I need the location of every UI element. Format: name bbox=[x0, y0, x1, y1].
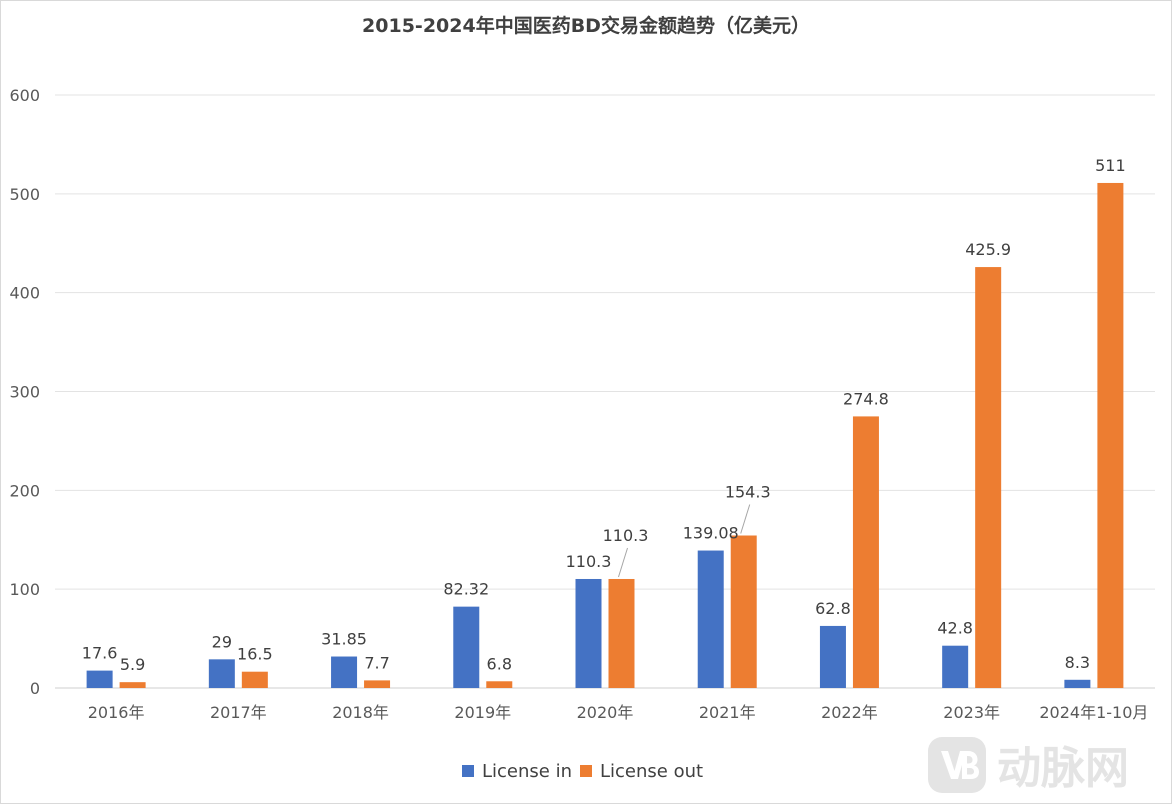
bar-license-out bbox=[852, 416, 879, 688]
x-axis-ticks: 2016年 2017年 2018年 2019年 2020年 2021年 2022年 2023年… bbox=[88, 703, 1149, 722]
data-label: 110.3 bbox=[603, 526, 649, 545]
watermark-text: 动脉网 bbox=[997, 743, 1129, 794]
bar-license-out bbox=[1097, 182, 1124, 688]
bar-license-in bbox=[819, 625, 846, 688]
bar-license-in bbox=[331, 656, 358, 688]
bar-license-out bbox=[608, 578, 635, 688]
legend: License in License out bbox=[462, 761, 703, 782]
x-tick-label: 2018年 bbox=[332, 703, 389, 722]
data-labels: 17.65.9 29 16.5 31.85 7.7 82.32 6.8 110.3 110.3 1… bbox=[82, 156, 1126, 674]
data-label: 110.3 bbox=[566, 552, 612, 571]
label-leader-line bbox=[618, 547, 628, 578]
chart-title: 2015-2024年中国医药BD交易金额趋势（亿美元） bbox=[362, 14, 810, 37]
bar-license-out bbox=[486, 681, 513, 688]
y-tick-label: 300 bbox=[9, 383, 40, 402]
legend-swatch bbox=[462, 765, 474, 777]
data-label: 8.3 bbox=[1065, 653, 1090, 672]
y-tick-label: 500 bbox=[9, 185, 40, 204]
data-label: 62.8 bbox=[815, 599, 851, 618]
bar-license-out bbox=[241, 671, 268, 688]
data-label: 42.8 bbox=[937, 619, 973, 638]
data-label: 154.3 bbox=[725, 483, 771, 502]
bar-license-in bbox=[208, 659, 235, 688]
bar-license-in bbox=[575, 578, 602, 688]
bar-license-in bbox=[1064, 679, 1091, 688]
data-label: 29 bbox=[212, 632, 232, 651]
x-tick-label: 2017年 bbox=[210, 703, 267, 722]
x-tick-label: 2024年1-10月 bbox=[1039, 703, 1148, 722]
bar-license-out bbox=[730, 535, 757, 688]
gridlines bbox=[55, 94, 1155, 689]
legend-label: License out bbox=[600, 761, 703, 782]
data-label: 425.9 bbox=[965, 240, 1011, 259]
data-label: 511 bbox=[1095, 156, 1126, 175]
bar-license-out bbox=[119, 682, 146, 688]
bar-license-out bbox=[975, 267, 1002, 688]
y-axis-ticks: 0 100 200 300 400 500 600 bbox=[9, 86, 40, 698]
data-label: 139.08 bbox=[683, 524, 739, 543]
bar-license-in bbox=[453, 606, 480, 688]
bar-license-in bbox=[942, 645, 969, 688]
data-label: 31.85 bbox=[321, 630, 367, 649]
data-label: 82.32 bbox=[443, 580, 489, 599]
label-leader-line bbox=[740, 504, 751, 534]
legend-swatch bbox=[580, 765, 592, 777]
y-tick-label: 400 bbox=[9, 284, 40, 303]
x-tick-label: 2020年 bbox=[577, 703, 634, 722]
x-tick-label: 2016年 bbox=[88, 703, 145, 722]
x-tick-label: 2022年 bbox=[821, 703, 878, 722]
data-label: 16.5 bbox=[237, 645, 273, 664]
data-label: 274.8 bbox=[843, 389, 889, 408]
bar-license-in bbox=[86, 670, 113, 688]
x-tick-label: 2023年 bbox=[943, 703, 1000, 722]
bar-license-in bbox=[697, 550, 724, 688]
legend-label: License in bbox=[482, 761, 572, 782]
data-label: 7.7 bbox=[364, 653, 389, 672]
x-tick-label: 2019年 bbox=[454, 703, 511, 722]
data-label: 6.8 bbox=[487, 654, 512, 673]
y-tick-label: 100 bbox=[9, 580, 40, 599]
data-label: 5.9 bbox=[120, 655, 145, 674]
y-tick-label: 200 bbox=[9, 481, 40, 500]
y-tick-label: 0 bbox=[30, 679, 40, 698]
bar-license-out bbox=[364, 680, 391, 688]
data-label: 17.6 bbox=[82, 644, 118, 663]
vb-logo-icon bbox=[928, 737, 986, 793]
bars bbox=[86, 182, 1124, 688]
watermark: 动脉网 bbox=[928, 737, 1129, 794]
y-tick-label: 600 bbox=[9, 86, 40, 105]
x-tick-label: 2021年 bbox=[699, 703, 756, 722]
